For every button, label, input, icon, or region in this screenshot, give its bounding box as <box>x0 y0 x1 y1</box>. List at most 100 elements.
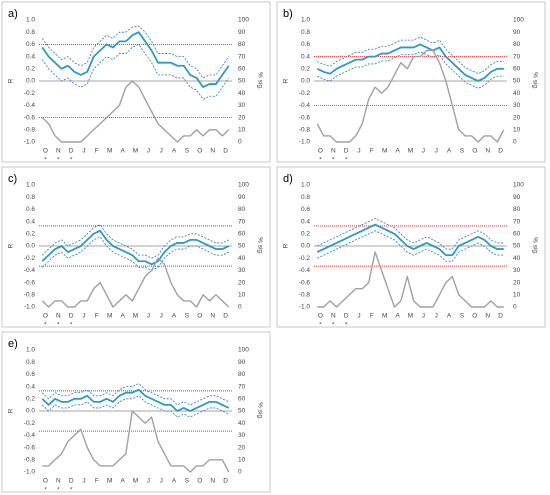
y2-tick-label: 90 <box>513 29 521 36</box>
y-tick-label: 0.6 <box>26 371 35 378</box>
bound-line <box>41 395 229 418</box>
y2-tick-label: 40 <box>513 90 521 97</box>
x-tick-label: N <box>210 148 215 155</box>
x-tick-label: F <box>95 148 99 155</box>
y2-tick-label: 90 <box>238 194 246 201</box>
x-tick-label: O <box>43 478 48 485</box>
y2-tick-label: 40 <box>238 90 246 97</box>
y2-tick-label: 0 <box>513 139 517 146</box>
x-tick-label: M <box>133 313 138 320</box>
y-axis-label: R <box>283 243 290 248</box>
y-tick-label: -0.6 <box>299 279 311 286</box>
y-tick-label: 0.4 <box>26 383 35 390</box>
x-tick-label: A <box>120 478 125 485</box>
y-tick-label: 1.0 <box>301 17 310 24</box>
y-tick-label: 0.0 <box>26 408 35 415</box>
x-tick-label: J <box>82 148 85 155</box>
y2-tick-label: 30 <box>513 267 521 274</box>
y-tick-label: -0.8 <box>24 127 36 134</box>
x-tick-label: N <box>210 478 215 485</box>
y2-tick-label: 60 <box>513 231 521 238</box>
panel-border <box>1 1 271 163</box>
x-tick-label: O <box>318 148 323 155</box>
annotation: * <box>332 322 335 329</box>
y-tick-label: 0.2 <box>26 396 35 403</box>
y2-tick-label: 0 <box>238 469 242 476</box>
y-tick-label: 0.4 <box>301 218 310 225</box>
mean-line <box>316 223 504 257</box>
y2-axis-label: % sig. <box>256 72 263 90</box>
y2-tick-label: 30 <box>513 102 521 109</box>
y2-tick-label: 90 <box>238 359 246 366</box>
y2-tick-label: 100 <box>238 182 249 189</box>
bound-line <box>41 236 229 271</box>
y2-tick-label: 30 <box>238 432 246 439</box>
x-tick-label: O <box>197 478 202 485</box>
x-tick-label: A <box>120 148 125 155</box>
y-axis-label: R <box>8 408 15 413</box>
panel: a) R % sig. 1.0 0.8 0.6 0.4 0.2 0.0 -0.2 -0.4 -0.6 -… <box>1 1 271 164</box>
y-tick-label: -0.8 <box>299 292 311 299</box>
y2-tick-label: 80 <box>513 206 521 213</box>
x-tick-label: J <box>82 313 85 320</box>
x-tick-label: J <box>147 313 150 320</box>
y-tick-label: -0.2 <box>299 90 311 97</box>
y-tick-label: 0.6 <box>26 41 35 48</box>
y2-tick-label: 30 <box>238 267 246 274</box>
y-tick-label: -0.6 <box>299 114 311 121</box>
y-tick-label: 0.2 <box>301 231 310 238</box>
bound-line <box>317 36 504 75</box>
panel-label: b) <box>283 8 293 20</box>
y-axis-label: R <box>8 78 15 83</box>
y-tick-label: 0.4 <box>26 53 35 60</box>
y-tick-label: 0.0 <box>26 78 35 85</box>
x-tick-label: F <box>95 313 99 320</box>
y2-tick-label: 80 <box>238 41 246 48</box>
y2-tick-label: 10 <box>513 127 521 134</box>
y2-tick-label: 70 <box>238 53 246 60</box>
x-tick-label: D <box>223 148 228 155</box>
bound-line <box>41 25 230 79</box>
y-tick-label: 0.2 <box>26 231 35 238</box>
panel-border <box>1 331 271 493</box>
y2-tick-label: 20 <box>513 114 521 121</box>
y-tick-label: -0.8 <box>24 292 36 299</box>
sig-line <box>316 49 505 143</box>
y-tick-label: 0.4 <box>301 53 310 60</box>
x-tick-label: M <box>107 478 112 485</box>
x-tick-label: A <box>120 313 125 320</box>
y2-tick-label: 20 <box>238 114 246 121</box>
x-tick-label: A <box>447 148 452 155</box>
x-tick-label: J <box>422 313 425 320</box>
x-tick-label: M <box>408 148 413 155</box>
y2-tick-label: 30 <box>238 102 246 109</box>
y2-tick-label: 100 <box>238 347 249 354</box>
x-tick-label: O <box>318 313 323 320</box>
y-tick-label: -0.2 <box>24 255 36 262</box>
panel: e) R % sig. 1.0 0.8 0.6 0.4 0.2 0.0 -0.2 -0.4 -0.6 -… <box>1 331 271 494</box>
y-tick-label: 0.0 <box>301 78 310 85</box>
y-tick-label: -0.2 <box>24 420 36 427</box>
x-tick-label: F <box>370 313 374 320</box>
y-tick-label: -0.8 <box>299 127 311 134</box>
sig-line <box>41 257 230 308</box>
y-tick-label: 0.8 <box>26 29 35 36</box>
x-tick-label: D <box>69 478 74 485</box>
x-tick-label: D <box>69 148 74 155</box>
panel: b) R % sig. 1.0 0.8 0.6 0.4 0.2 0.0 -0.2 -0.4 -0.6 -… <box>276 1 546 164</box>
x-tick-label: N <box>485 148 490 155</box>
bound-line <box>41 224 229 259</box>
y-tick-label: -0.4 <box>299 267 311 274</box>
annotation: * <box>332 157 335 164</box>
x-tick-label: N <box>56 313 61 320</box>
annotation: * <box>345 322 348 329</box>
y-tick-label: 0.4 <box>26 218 35 225</box>
panel: c) R % sig. 1.0 0.8 0.6 0.4 0.2 0.0 -0.2 -0.4 -0.6 -… <box>1 166 271 329</box>
y2-tick-label: 100 <box>513 17 524 24</box>
annotation: * <box>57 487 60 494</box>
y2-tick-label: 50 <box>513 78 521 85</box>
x-tick-label: N <box>210 313 215 320</box>
x-tick-label: O <box>43 148 48 155</box>
y2-axis-label: % sig. <box>531 72 538 90</box>
y2-tick-label: 60 <box>238 231 246 238</box>
